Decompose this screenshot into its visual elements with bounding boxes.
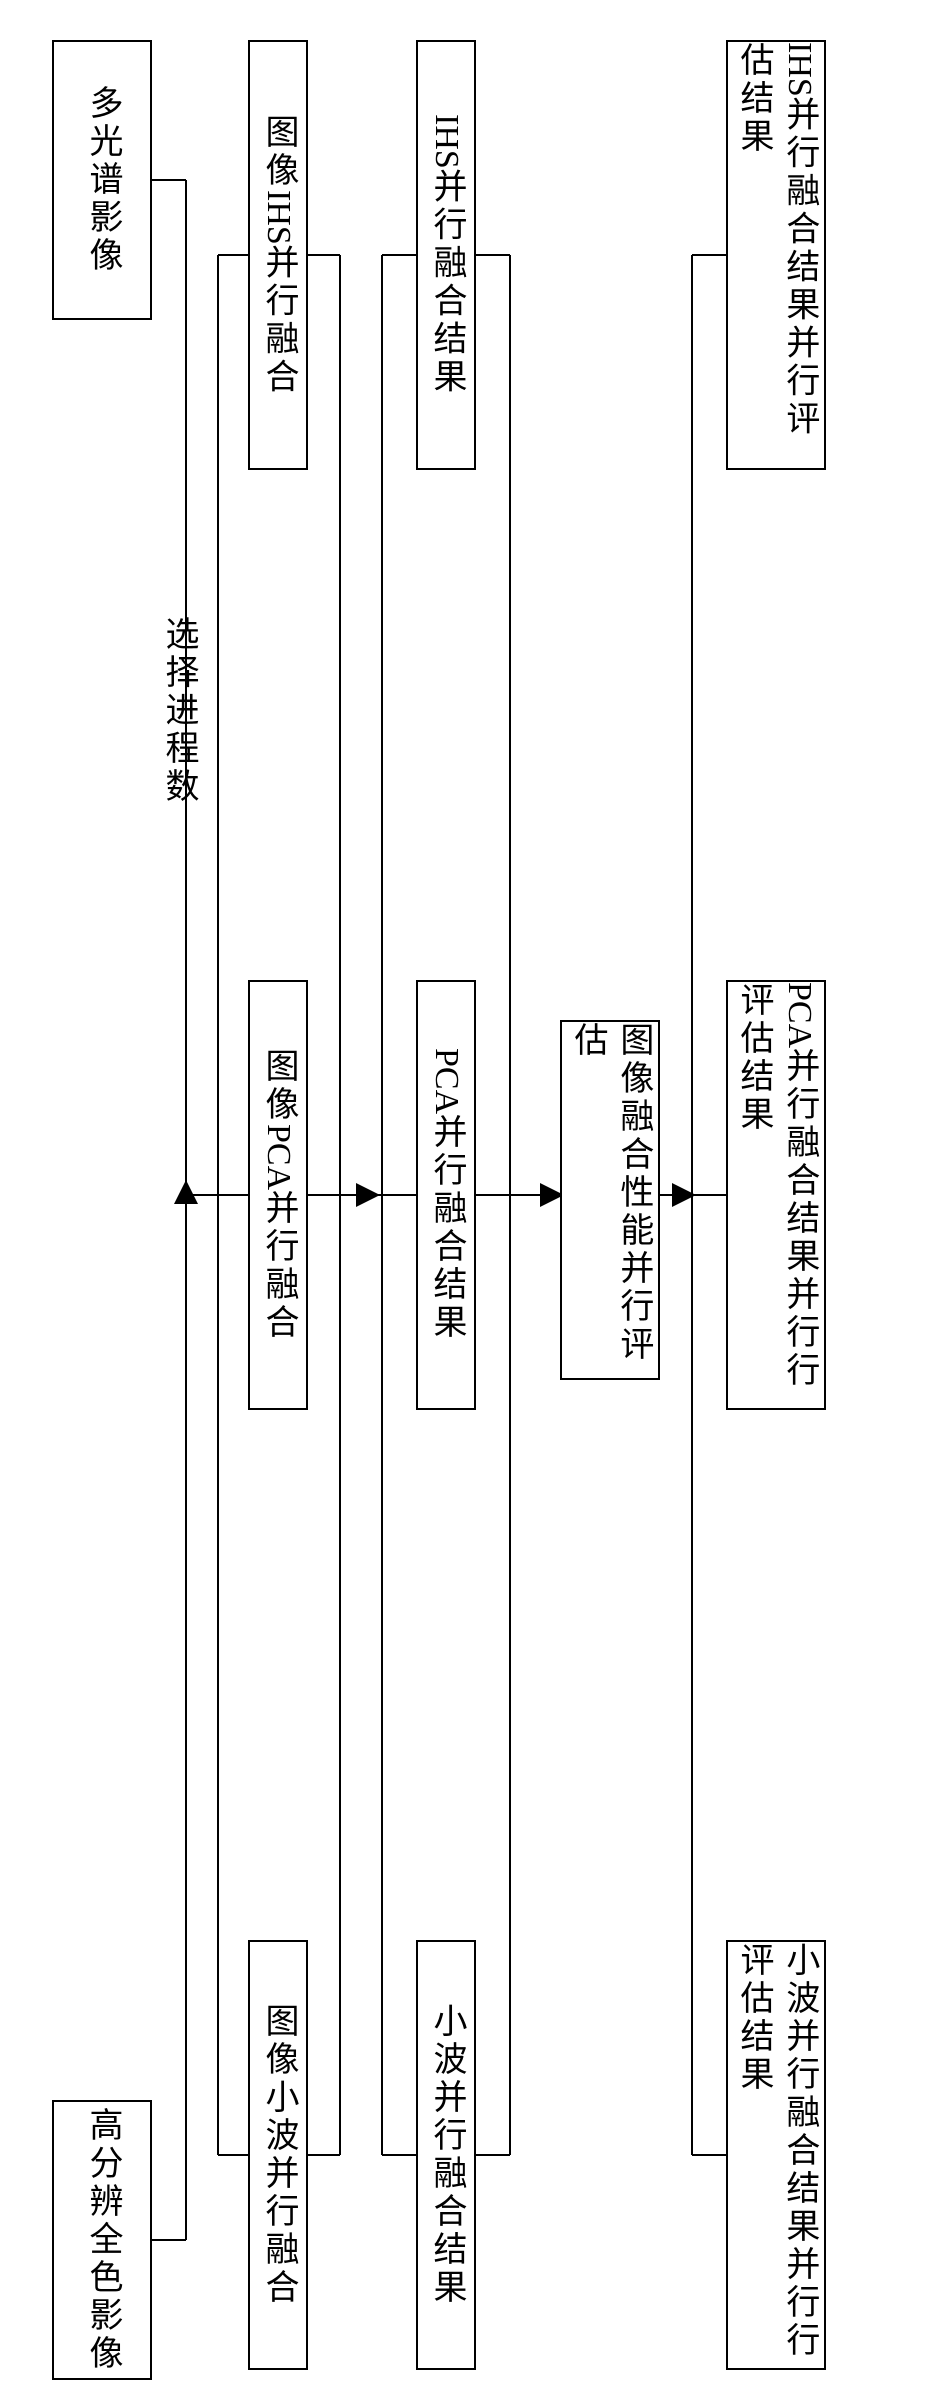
box-label: PCA并行融合结果并行行评估结果: [730, 982, 822, 1408]
flowchart-canvas: 多光谱影像 高分辨全色影像 选择进程数 图像IHS并行融合 图像PCA并行融合 …: [0, 0, 929, 2395]
box-label: IHS并行融合结果: [423, 114, 469, 397]
input-multispectral: 多光谱影像: [52, 40, 152, 320]
box-label: PCA并行融合结果: [423, 1048, 469, 1342]
box-label: IHS并行融合结果并行评估结果: [730, 42, 822, 468]
eval-result-ihs: IHS并行融合结果并行评估结果: [726, 40, 826, 470]
fusion-pca: 图像PCA并行融合: [248, 980, 308, 1410]
box-label: 图像IHS并行融合: [255, 114, 301, 397]
box-label: 高分辨全色影像: [79, 2107, 125, 2373]
box-label: 图像PCA并行融合: [255, 1048, 301, 1342]
box-label: 图像融合性能并行评估: [564, 1022, 656, 1378]
eval-result-wavelet: 小波并行融合结果并行行评估结果: [726, 1940, 826, 2370]
box-label: 图像小波并行融合: [255, 2003, 301, 2307]
fusion-wavelet: 图像小波并行融合: [248, 1940, 308, 2370]
result-ihs: IHS并行融合结果: [416, 40, 476, 470]
input-panchromatic: 高分辨全色影像: [52, 2100, 152, 2380]
result-pca: PCA并行融合结果: [416, 980, 476, 1410]
box-label: 小波并行融合结果: [423, 2003, 469, 2307]
box-label: 多光谱影像: [79, 85, 125, 275]
evaluate-fusion: 图像融合性能并行评估: [560, 1020, 660, 1380]
result-wavelet: 小波并行融合结果: [416, 1940, 476, 2370]
eval-result-pca: PCA并行融合结果并行行评估结果: [726, 980, 826, 1410]
box-label: 小波并行融合结果并行行评估结果: [730, 1942, 822, 2368]
fusion-ihs: 图像IHS并行融合: [248, 40, 308, 470]
merge-arrow-label: 选择进程数: [154, 616, 203, 806]
